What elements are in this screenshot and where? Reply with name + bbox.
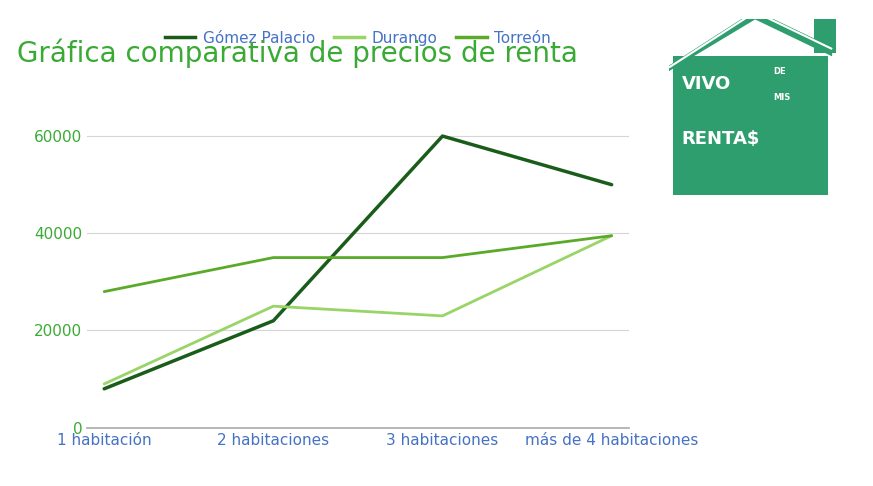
FancyBboxPatch shape	[814, 19, 835, 52]
Text: RENTA$: RENTA$	[682, 130, 760, 149]
Text: DE: DE	[773, 67, 786, 76]
Legend: Gómez Palacio, Durango, Torreón: Gómez Palacio, Durango, Torreón	[159, 25, 557, 52]
FancyBboxPatch shape	[673, 56, 828, 195]
Polygon shape	[669, 10, 832, 71]
Text: Gráfica comparativa de precios de renta: Gráfica comparativa de precios de renta	[17, 39, 578, 69]
Text: MIS: MIS	[773, 92, 791, 102]
Text: VIVO: VIVO	[682, 75, 731, 93]
